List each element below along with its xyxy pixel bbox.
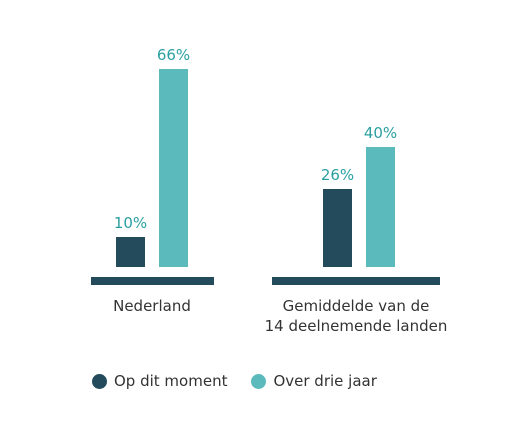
data-label: 40% [364,124,397,142]
baseline-axis [272,277,440,285]
category-label-gemiddelde: Gemiddelde van de 14 deelnemende landen [264,297,448,335]
category-label-nederland: Nederland [113,297,191,315]
legend-item-op-dit-moment: Op dit moment [92,372,227,390]
data-label: 10% [114,214,147,232]
legend-swatch-dark-icon [92,373,107,389]
bar [159,69,188,267]
bar [323,189,352,267]
legend-swatch-light-icon [251,373,267,389]
baseline-axis [91,277,214,285]
legend-label: Op dit moment [114,372,228,390]
legend-label: Over drie jaar [273,372,377,390]
legend-item-over-drie-jaar: Over drie jaar [251,372,377,390]
data-label: 26% [321,166,354,184]
bar [116,237,145,267]
legend: Op dit moment Over drie jaar [92,372,401,390]
bar [366,147,395,267]
data-label: 66% [157,46,190,64]
